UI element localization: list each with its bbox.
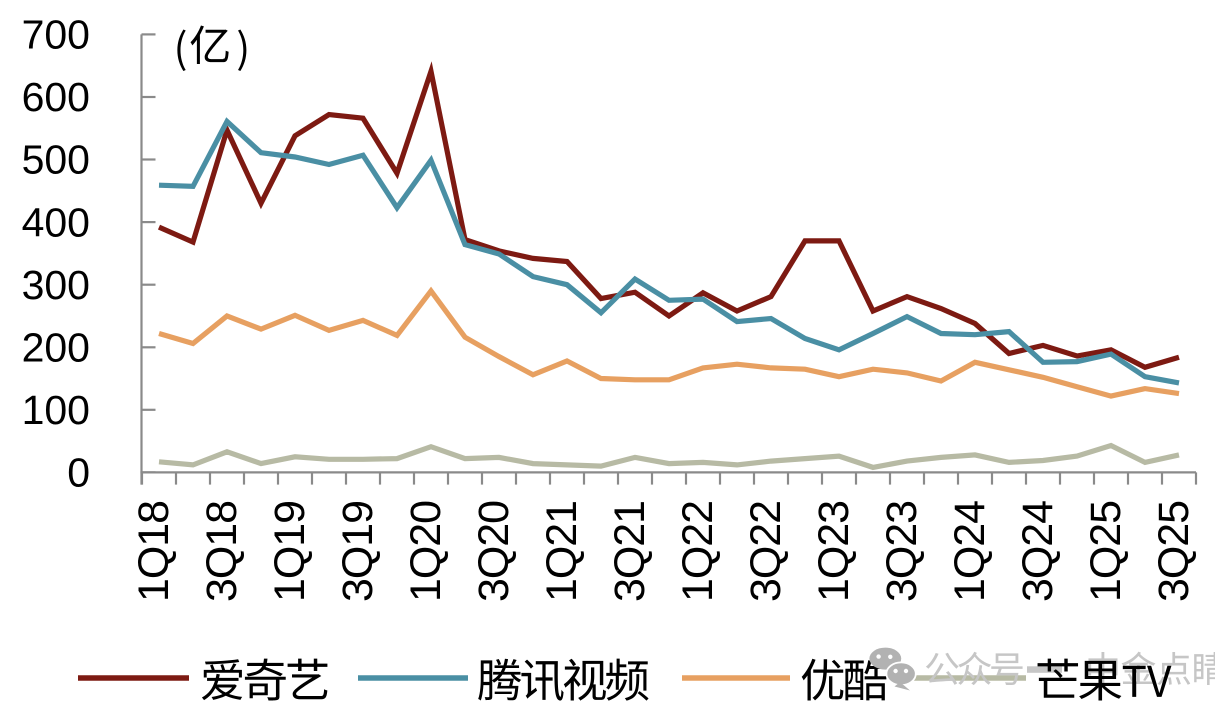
svg-text:3Q19: 3Q19 (334, 500, 382, 602)
svg-text:3Q20: 3Q20 (470, 500, 518, 602)
svg-text:3Q22: 3Q22 (742, 500, 790, 602)
svg-text:100: 100 (22, 387, 90, 433)
svg-text:3Q24: 3Q24 (1014, 500, 1062, 602)
svg-text:600: 600 (22, 74, 90, 120)
svg-text:1Q20: 1Q20 (402, 500, 450, 602)
svg-text:3Q18: 3Q18 (198, 500, 246, 602)
svg-text:300: 300 (22, 262, 90, 308)
svg-text:1Q24: 1Q24 (946, 500, 994, 602)
svg-text:500: 500 (22, 137, 90, 183)
svg-text:0: 0 (67, 450, 90, 496)
svg-text:1Q25: 1Q25 (1082, 500, 1130, 602)
svg-text:1Q19: 1Q19 (266, 500, 314, 602)
svg-text:1Q18: 1Q18 (130, 500, 178, 602)
svg-text:1Q23: 1Q23 (810, 500, 858, 602)
svg-text:700: 700 (22, 12, 90, 58)
svg-text:3Q23: 3Q23 (878, 500, 926, 602)
svg-text:200: 200 (22, 325, 90, 371)
svg-text:3Q21: 3Q21 (606, 500, 654, 602)
svg-text:3Q25: 3Q25 (1150, 500, 1198, 602)
svg-text:1Q22: 1Q22 (674, 500, 722, 602)
svg-text:1Q21: 1Q21 (538, 500, 586, 602)
svg-text:400: 400 (22, 199, 90, 245)
